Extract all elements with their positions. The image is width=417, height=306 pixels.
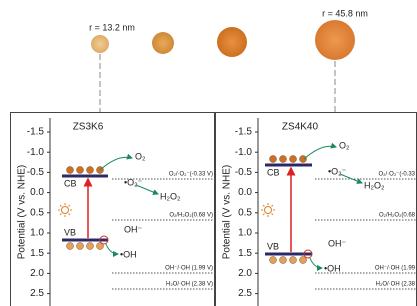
species: OH⁻ bbox=[328, 238, 347, 248]
particle bbox=[315, 20, 355, 60]
tick-label: 2.0 bbox=[238, 268, 252, 279]
particle bbox=[91, 35, 109, 53]
reaction-arrow bbox=[310, 258, 322, 268]
panel-title: ZS3K6 bbox=[73, 122, 104, 133]
electron bbox=[67, 167, 74, 174]
tick-label: 0.0 bbox=[30, 187, 44, 198]
species: •OH bbox=[120, 249, 137, 259]
reaction-arrow bbox=[100, 157, 132, 170]
light-ray bbox=[263, 205, 264, 206]
figure: r = 13.2 nm r = 45.8 nm ZS3K6 -1.5 -1.0 -0.… bbox=[0, 0, 417, 306]
species: •OH bbox=[324, 263, 341, 273]
electron bbox=[300, 156, 307, 163]
electron bbox=[77, 167, 84, 174]
tick-label: -1.5 bbox=[27, 127, 45, 138]
tick-label: 1.5 bbox=[238, 248, 252, 259]
light-ray bbox=[272, 205, 273, 206]
light-icon bbox=[62, 207, 69, 214]
tick-label: 0.5 bbox=[238, 207, 252, 218]
hole bbox=[77, 243, 84, 250]
species: H₂O₂ bbox=[160, 191, 181, 201]
axis-label: Potential (V vs. NHE) bbox=[222, 165, 233, 259]
reaction-arrow bbox=[136, 185, 158, 194]
tick-label: -1.0 bbox=[235, 147, 253, 158]
size-label: r = 13.2 nm bbox=[89, 22, 135, 32]
hole bbox=[270, 257, 277, 264]
redox-label: O₂/·O₂⁻(-0.33 bbox=[379, 172, 416, 178]
tick-label: 0.5 bbox=[30, 207, 44, 218]
species: •O₂⁻ bbox=[124, 177, 143, 187]
redox-label: H₂O/·OH (2.38 bbox=[376, 282, 416, 288]
vb-label: VB bbox=[267, 241, 279, 251]
tick-label: 2.0 bbox=[30, 268, 44, 279]
light-ray bbox=[69, 205, 70, 206]
tick-label: -0.5 bbox=[27, 167, 45, 178]
size-label: r = 45.8 nm bbox=[322, 8, 368, 18]
tick-label: 2.5 bbox=[238, 288, 252, 299]
tick-label: 1.5 bbox=[30, 248, 44, 259]
electron bbox=[87, 167, 94, 174]
light-ray bbox=[60, 214, 61, 215]
hole bbox=[87, 243, 94, 250]
electron bbox=[270, 156, 277, 163]
tick-label: 1.0 bbox=[30, 228, 44, 239]
cb-label: CB bbox=[267, 167, 280, 177]
species: H₂O₂ bbox=[364, 180, 385, 190]
light-ray bbox=[69, 214, 70, 215]
electron bbox=[290, 156, 297, 163]
tick-label: 1.0 bbox=[238, 228, 252, 239]
vb-label: VB bbox=[64, 227, 76, 237]
light-ray bbox=[272, 214, 273, 215]
tick-label: -0.5 bbox=[235, 167, 253, 178]
light-ray bbox=[60, 205, 61, 206]
species: O₂ bbox=[339, 140, 350, 150]
hole bbox=[280, 257, 287, 264]
tick-label: 2.5 bbox=[30, 288, 44, 299]
light-ray bbox=[263, 214, 264, 215]
redox-label: O₂/H₂O₂(0.68 bbox=[379, 213, 416, 219]
species: O₂ bbox=[135, 151, 146, 161]
tick-label: 0.0 bbox=[238, 187, 252, 198]
tick-label: -1.5 bbox=[235, 127, 253, 138]
axis-label: Potential (V vs. NHE) bbox=[17, 165, 28, 259]
cb-label: CB bbox=[64, 178, 77, 188]
species: •O₂⁻ bbox=[328, 166, 347, 176]
species: OH⁻ bbox=[124, 224, 143, 234]
hole bbox=[67, 243, 74, 250]
panel-title: ZS4K40 bbox=[282, 122, 319, 133]
redox-label: O₂/·O₂⁻(-0.33 V) bbox=[169, 172, 213, 178]
redox-label: OH⁻/·OH (1.99 bbox=[375, 266, 416, 272]
electron bbox=[280, 156, 287, 163]
reaction-arrow bbox=[106, 244, 118, 254]
light-icon bbox=[265, 207, 272, 214]
reaction-arrow bbox=[304, 146, 336, 159]
redox-label: OH⁻/·OH (1.99 V) bbox=[165, 266, 213, 272]
redox-label: H₂O/·OH (2.38 V) bbox=[166, 282, 213, 288]
hole bbox=[290, 257, 297, 264]
particle bbox=[217, 27, 247, 57]
redox-label: O₂/H₂O₂(0.68 V) bbox=[169, 213, 213, 219]
particle bbox=[152, 32, 174, 54]
tick-label: -1.0 bbox=[27, 147, 45, 158]
